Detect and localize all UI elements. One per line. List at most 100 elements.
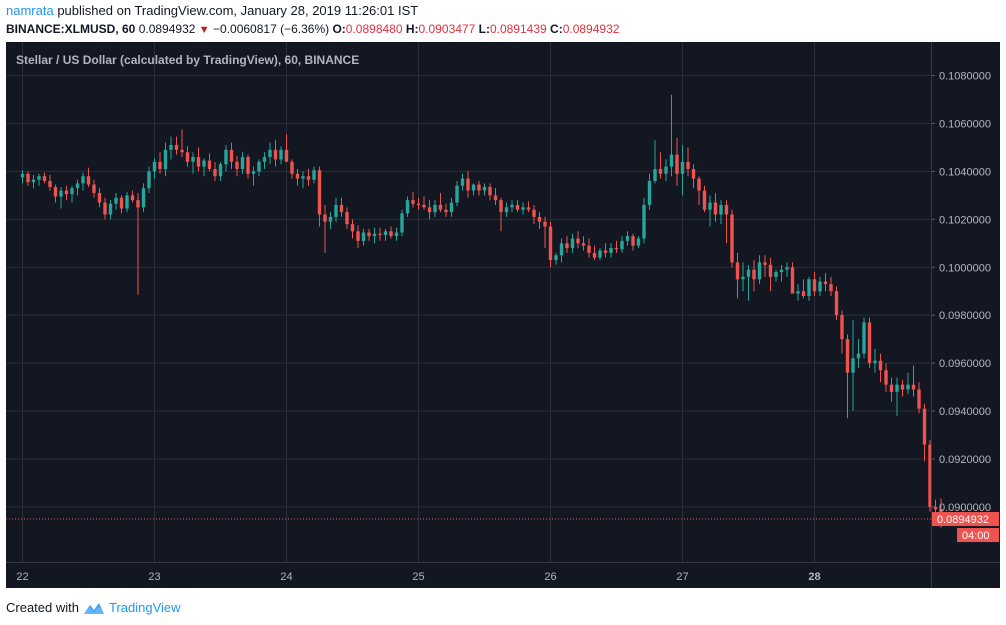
candle-body [801, 291, 806, 297]
candle [218, 161, 223, 181]
candle [262, 152, 267, 170]
candle-body [290, 161, 294, 174]
candle-body [697, 178, 701, 191]
last-price-tag: 0.0894932 04:00 [932, 512, 999, 543]
candle-body [499, 200, 503, 213]
candle [697, 176, 701, 205]
candle [647, 173, 652, 210]
candle-body [757, 262, 762, 280]
down-triangle-icon: ▼ [198, 24, 210, 36]
price-change: −0.0060817 (−6.36%) [213, 22, 330, 36]
time-tick-label: 22 [16, 571, 28, 583]
candle-body [680, 161, 685, 174]
candle-body [180, 149, 184, 153]
candle [867, 317, 872, 368]
candle [829, 276, 833, 297]
candle [746, 264, 751, 301]
candle [504, 202, 509, 217]
candle-body [548, 226, 553, 261]
candle-body [345, 212, 349, 225]
candle-body [609, 248, 613, 253]
candle [856, 339, 861, 368]
candle-body [301, 176, 305, 179]
price-tick-label: 0.1040000 [939, 166, 991, 178]
candle [37, 173, 41, 186]
tradingview-brand-link[interactable]: TradingView [108, 600, 181, 615]
candle [543, 216, 547, 249]
ohlc-legend: BINANCE:XLMUSD, 60 0.0894932 ▼ −0.006081… [6, 22, 619, 36]
candle-body [504, 207, 509, 213]
candle [922, 403, 927, 462]
candle [26, 171, 30, 186]
candle [163, 142, 168, 177]
candle-body [103, 202, 107, 215]
candle [917, 382, 921, 414]
candle-body [598, 250, 602, 258]
candle [180, 129, 184, 158]
price-axis[interactable]: 0.0900000 0.0920000 0.0940000 0.0960000 0.09… [931, 42, 999, 588]
price-tick-label: 0.1080000 [939, 71, 991, 83]
candle [735, 252, 740, 299]
candle-body [889, 384, 894, 392]
candle-body [493, 195, 498, 201]
candle [526, 201, 531, 213]
candle [702, 185, 707, 213]
low-label: L: [478, 22, 490, 36]
author-link[interactable]: namrata [6, 3, 54, 18]
candle-body [438, 204, 443, 210]
candle-body [367, 232, 371, 237]
candle-body [658, 169, 663, 174]
candle [889, 377, 894, 402]
candle [59, 186, 63, 209]
candle-body [917, 389, 921, 409]
time-tick-label: 26 [544, 571, 556, 583]
candle [521, 202, 525, 215]
candle [235, 155, 239, 177]
candle-body [317, 170, 322, 215]
candle [680, 145, 685, 196]
candle-body [669, 154, 674, 167]
candle-body [785, 267, 789, 270]
candle-body [790, 267, 795, 294]
candle [730, 209, 734, 268]
candle-body [647, 180, 652, 205]
candle [323, 204, 327, 253]
candle-body [664, 166, 668, 174]
candle-body [356, 231, 360, 241]
candle [477, 180, 481, 196]
candle-body [477, 184, 481, 191]
candle-body [581, 243, 586, 246]
candle-body [741, 276, 745, 280]
candle [636, 236, 641, 249]
candle-body [86, 176, 91, 185]
candle-body [169, 145, 173, 150]
open-value: 0.0898480 [345, 22, 403, 36]
candle [444, 203, 448, 217]
candle-body [460, 178, 465, 186]
candle [658, 152, 663, 179]
candle [790, 262, 795, 294]
price-chart[interactable]: 22 23 24 25 26 27 28 0.0900000 0.0920000 0.09400… [0, 42, 1006, 590]
time-axis[interactable]: 22 23 24 25 26 27 28 [6, 562, 1000, 584]
candle-body [163, 149, 168, 170]
candle-body [928, 444, 932, 507]
candle-body [174, 145, 179, 150]
candle-body [394, 232, 399, 237]
candle-body [202, 160, 206, 167]
candle [383, 228, 388, 241]
candle-body [779, 269, 784, 273]
candle-body [455, 185, 459, 203]
candle [229, 142, 234, 170]
candle [169, 136, 173, 160]
symbol-label: BINANCE:XLMUSD, 60 [6, 22, 136, 36]
candle [609, 243, 613, 258]
candle-body [719, 204, 723, 215]
candle-body [592, 252, 597, 258]
time-tick-label: 24 [280, 571, 292, 583]
candle-body [807, 279, 811, 297]
candle [158, 152, 162, 174]
candle [312, 166, 316, 184]
candle-body [213, 169, 217, 177]
candle [339, 197, 344, 217]
candle [196, 147, 201, 172]
